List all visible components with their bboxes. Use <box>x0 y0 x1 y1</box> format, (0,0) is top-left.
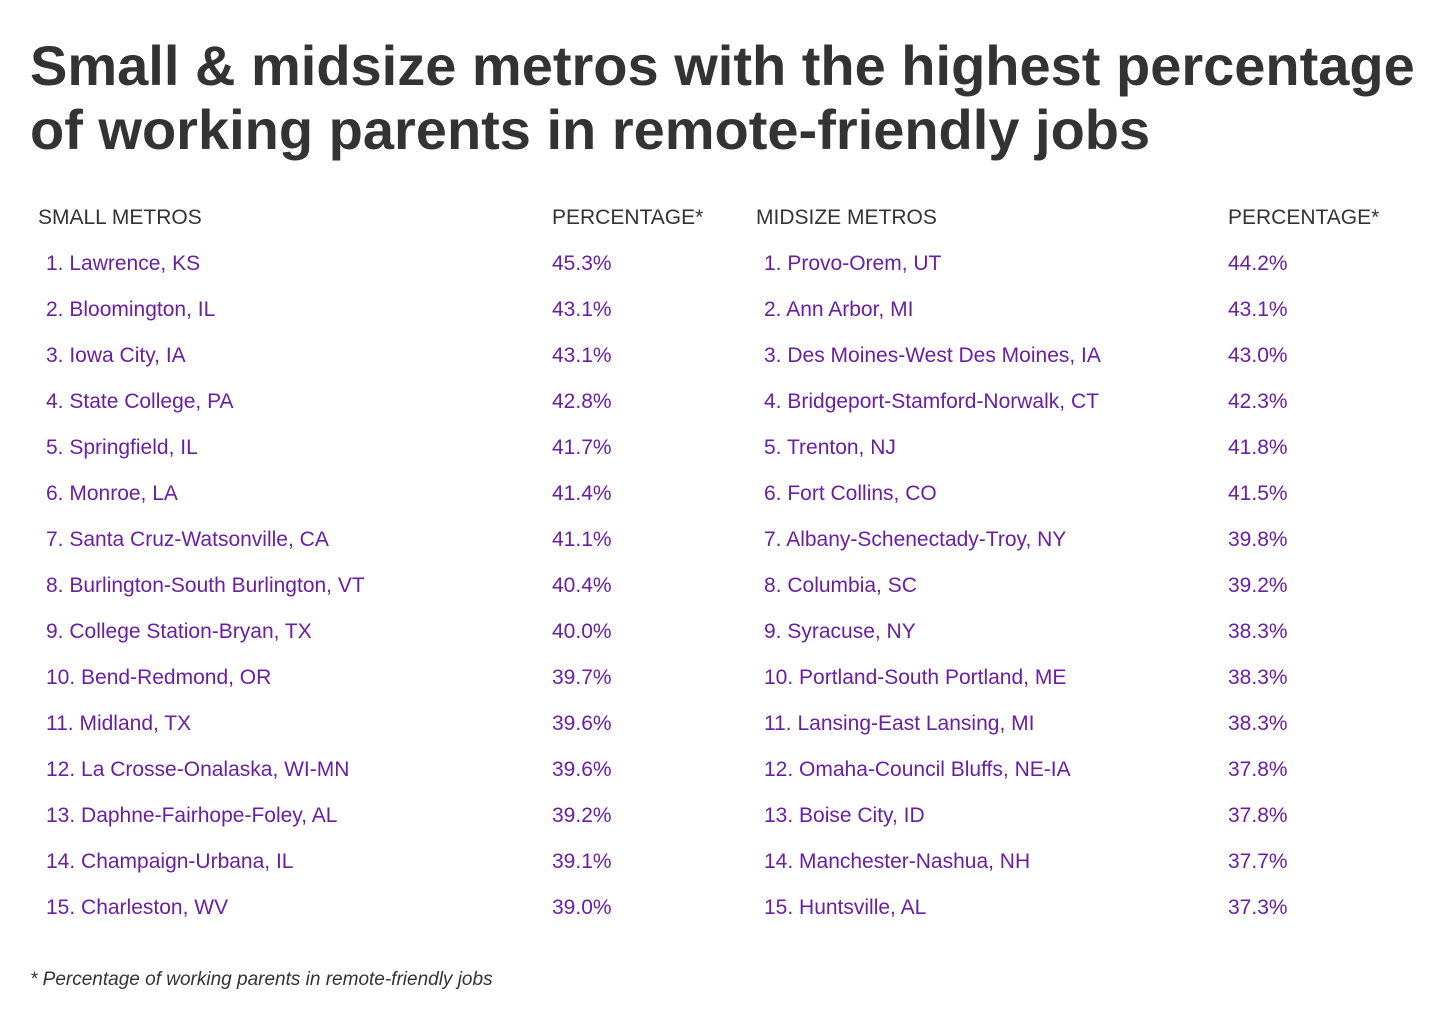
midsize-metros-column-header: MIDSIZE METROS <box>756 206 937 229</box>
midsize-metros-row-name: 4. Bridgeport-Stamford-Norwalk, CT <box>764 390 1099 413</box>
small-metros-row-name: 15. Charleston, WV <box>46 896 229 919</box>
small-metros-row-percentage: 40.4% <box>552 574 612 597</box>
small-metros-row-name: 2. Bloomington, IL <box>46 298 216 321</box>
midsize-metros-row-name: 8. Columbia, SC <box>764 574 917 597</box>
midsize-metros-row-name: 15. Huntsville, AL <box>764 896 927 919</box>
small-metros-row-percentage: 43.1% <box>552 298 612 321</box>
small-metros-row-name: 13. Daphne-Fairhope-Foley, AL <box>46 804 338 827</box>
midsize-metros-row-name: 7. Albany-Schenectady-Troy, NY <box>764 528 1067 551</box>
midsize-metros-row-name: 3. Des Moines-West Des Moines, IA <box>764 344 1101 367</box>
small-metros-row-percentage: 39.2% <box>552 804 612 827</box>
small-metros-row-percentage: 39.6% <box>552 712 612 735</box>
midsize-metros-row-percentage: 41.5% <box>1228 482 1288 505</box>
small-metros-percentage-header: PERCENTAGE* <box>552 206 704 229</box>
midsize-metros-percentage-header: PERCENTAGE* <box>1228 206 1380 229</box>
small-metros-row-percentage: 39.0% <box>552 896 612 919</box>
midsize-metros-row-percentage: 41.8% <box>1228 436 1288 459</box>
small-metros-row-name: 1. Lawrence, KS <box>46 252 201 275</box>
small-metros-column-header: SMALL METROS <box>38 206 202 229</box>
midsize-metros-row-percentage: 37.3% <box>1228 896 1288 919</box>
midsize-metros-row-name: 13. Boise City, ID <box>764 804 925 827</box>
small-metros-row-percentage: 42.8% <box>552 390 612 413</box>
midsize-metros-row-name: 9. Syracuse, NY <box>764 620 916 643</box>
midsize-metros-row-percentage: 37.7% <box>1228 850 1288 873</box>
midsize-metros-row-percentage: 37.8% <box>1228 804 1288 827</box>
small-metros-row-percentage: 45.3% <box>552 252 612 275</box>
small-metros-row-name: 4. State College, PA <box>46 390 234 413</box>
midsize-metros-row-percentage: 42.3% <box>1228 390 1288 413</box>
small-metros-row-percentage: 40.0% <box>552 620 612 643</box>
midsize-metros-row-percentage: 39.2% <box>1228 574 1288 597</box>
midsize-metros-row-percentage: 38.3% <box>1228 712 1288 735</box>
midsize-metros-row-percentage: 43.0% <box>1228 344 1288 367</box>
midsize-metros-row-name: 6. Fort Collins, CO <box>764 482 937 505</box>
midsize-metros-row-percentage: 38.3% <box>1228 620 1288 643</box>
midsize-metros-row-percentage: 44.2% <box>1228 252 1288 275</box>
small-metros-row-name: 5. Springfield, IL <box>46 436 198 459</box>
small-metros-row-percentage: 39.6% <box>552 758 612 781</box>
small-metros-row-percentage: 41.7% <box>552 436 612 459</box>
small-metros-row-percentage: 39.1% <box>552 850 612 873</box>
midsize-metros-row-name: 2. Ann Arbor, MI <box>764 298 914 321</box>
midsize-metros-row-percentage: 38.3% <box>1228 666 1288 689</box>
small-metros-row-name: 12. La Crosse-Onalaska, WI-MN <box>46 758 350 781</box>
midsize-metros-row-name: 14. Manchester-Nashua, NH <box>764 850 1031 873</box>
small-metros-row-name: 14. Champaign-Urbana, IL <box>46 850 294 873</box>
small-metros-row-name: 3. Iowa City, IA <box>46 344 186 367</box>
small-metros-row-name: 8. Burlington-South Burlington, VT <box>46 574 365 597</box>
small-metros-row-percentage: 41.1% <box>552 528 612 551</box>
midsize-metros-row-name: 12. Omaha-Council Bluffs, NE-IA <box>764 758 1071 781</box>
small-metros-row-percentage: 43.1% <box>552 344 612 367</box>
midsize-metros-row-percentage: 37.8% <box>1228 758 1288 781</box>
small-metros-row-percentage: 41.4% <box>552 482 612 505</box>
midsize-metros-row-name: 5. Trenton, NJ <box>764 436 896 459</box>
small-metros-row-name: 10. Bend-Redmond, OR <box>46 666 272 689</box>
midsize-metros-row-name: 1. Provo-Orem, UT <box>764 252 942 275</box>
small-metros-row-name: 7. Santa Cruz-Watsonville, CA <box>46 528 329 551</box>
midsize-metros-row-percentage: 43.1% <box>1228 298 1288 321</box>
small-metros-row-name: 9. College Station-Bryan, TX <box>46 620 312 643</box>
midsize-metros-row-name: 11. Lansing-East Lansing, MI <box>764 712 1035 735</box>
footnote: * Percentage of working parents in remot… <box>30 969 493 990</box>
midsize-metros-row-percentage: 39.8% <box>1228 528 1288 551</box>
small-metros-row-name: 6. Monroe, LA <box>46 482 178 505</box>
small-metros-row-name: 11. Midland, TX <box>46 712 192 735</box>
midsize-metros-row-name: 10. Portland-South Portland, ME <box>764 666 1067 689</box>
chart-title: Small & midsize metros with the highest … <box>30 34 1415 161</box>
small-metros-row-percentage: 39.7% <box>552 666 612 689</box>
